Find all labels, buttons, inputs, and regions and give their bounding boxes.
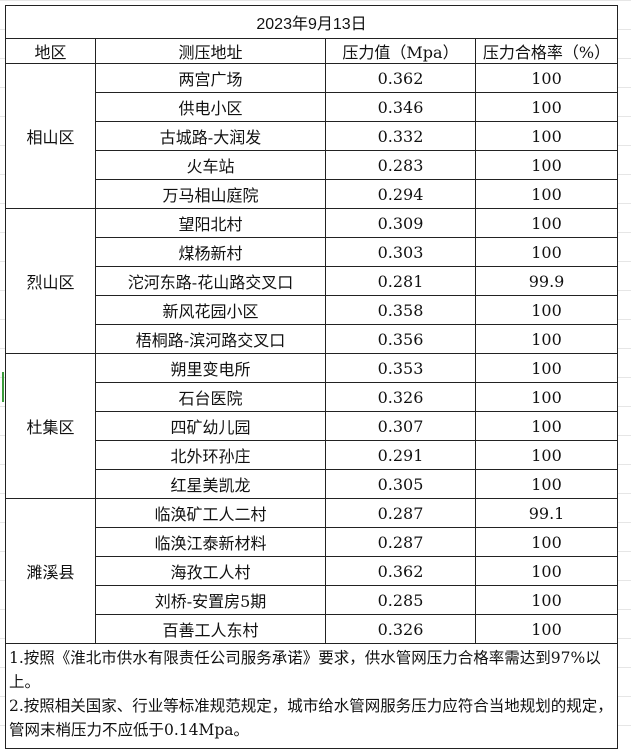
rate-cell: 100 [474, 179, 619, 209]
rate-cell: 100 [474, 150, 619, 180]
address-cell: 海孜工人村 [95, 556, 326, 586]
rate-cell: 100 [474, 440, 619, 470]
table-row: 相山区 两宫广场 0.362 100 [5, 63, 619, 209]
table-row: 百善工人东村 0.326 100 [6, 614, 619, 644]
header-rate: 压力合格率（%） [474, 38, 619, 64]
pressure-cell: 0.332 [325, 121, 476, 151]
address-cell: 北外环孙庄 [95, 440, 326, 470]
pressure-cell: 0.358 [325, 295, 476, 325]
rate-cell: 100 [474, 92, 619, 122]
table-row: 海孜工人村 0.362 100 [6, 556, 619, 586]
rate-cell: 100 [474, 237, 619, 267]
address-cell: 沱河东路-花山路交叉口 [95, 266, 326, 296]
pressure-table: 2023年9月13日 地区 测压地址 压力值（Mpa） 压力合格率（%） 相山区… [4, 5, 619, 749]
notes-cell: 1.按照《淮北市供水有限责任公司服务承诺》要求，供水管网压力合格率需达到97%以… [4, 643, 619, 749]
address-cell: 煤杨新村 [95, 237, 326, 267]
rate-cell: 100 [474, 324, 619, 354]
rate-cell: 100 [474, 614, 619, 644]
pressure-cell: 0.287 [325, 498, 476, 528]
pressure-cell: 0.287 [325, 527, 476, 557]
rate-cell: 100 [474, 469, 619, 499]
pressure-cell: 0.283 [325, 150, 476, 180]
rate-cell: 100 [474, 121, 619, 151]
table-row: 刘桥-安置房5期 0.285 100 [6, 585, 619, 615]
address-cell: 供电小区 [95, 92, 326, 122]
pressure-cell: 0.326 [325, 382, 476, 412]
pressure-cell: 0.353 [325, 353, 476, 383]
district-cell: 烈山区 [5, 208, 96, 354]
district-cell: 杜集区 [5, 353, 96, 499]
table-row: 红星美凯龙 0.305 100 [6, 469, 619, 499]
table-title: 2023年9月13日 [4, 5, 619, 39]
address-cell: 新风花园小区 [95, 295, 326, 325]
pressure-cell: 0.307 [325, 411, 476, 441]
pressure-cell: 0.305 [325, 469, 476, 499]
table-row: 古城路-大润发 0.332 100 [6, 121, 619, 151]
table-row: 石台医院 0.326 100 [6, 382, 619, 412]
table-row: 梧桐路-滨河路交叉口 0.356 100 [6, 324, 619, 354]
pressure-cell: 0.294 [325, 179, 476, 209]
rate-cell: 100 [474, 585, 619, 615]
pressure-cell: 0.285 [325, 585, 476, 615]
address-cell: 临涣矿工人二村 [95, 498, 326, 528]
address-cell: 石台医院 [95, 382, 326, 412]
rate-cell: 100 [474, 527, 619, 557]
pressure-cell: 0.362 [325, 556, 476, 586]
table-row: 四矿幼儿园 0.307 100 [6, 411, 619, 441]
address-cell: 两宫广场 [95, 63, 326, 93]
rate-cell: 100 [474, 353, 619, 383]
address-cell: 万马相山庭院 [95, 179, 326, 209]
address-cell: 刘桥-安置房5期 [95, 585, 326, 615]
pressure-cell: 0.303 [325, 237, 476, 267]
note: 1.按照《淮北市供水有限责任公司服务承诺》要求，供水管网压力合格率需达到97%以… [9, 649, 601, 691]
address-cell: 火车站 [95, 150, 326, 180]
header-district: 地区 [5, 38, 96, 64]
pressure-cell: 0.346 [325, 92, 476, 122]
rate-cell: 100 [474, 63, 619, 93]
pressure-cell: 0.362 [325, 63, 476, 93]
rate-cell: 99.1 [474, 498, 619, 528]
table-row: 濉溪县 临涣矿工人二村 0.287 99.1 [5, 498, 619, 644]
pressure-cell: 0.356 [325, 324, 476, 354]
table-row: 杜集区 朔里变电所 0.353 100 [5, 353, 619, 499]
table-row: 煤杨新村 0.303 100 [6, 237, 619, 267]
district-cell: 相山区 [5, 63, 96, 209]
address-cell: 朔里变电所 [95, 353, 326, 383]
address-cell: 四矿幼儿园 [95, 411, 326, 441]
header-pressure: 压力值（Mpa） [325, 38, 476, 64]
table-row: 供电小区 0.346 100 [6, 92, 619, 122]
selection-marker [2, 372, 4, 402]
rate-cell: 100 [474, 411, 619, 441]
table-row: 万马相山庭院 0.294 100 [6, 179, 619, 209]
rate-cell: 100 [474, 382, 619, 412]
address-cell: 望阳北村 [95, 208, 326, 238]
table-row: 北外环孙庄 0.291 100 [6, 440, 619, 470]
rate-cell: 100 [474, 208, 619, 238]
rate-cell: 100 [474, 556, 619, 586]
note: 2.按照相关国家、行业等标准规范规定，城市给水管网服务压力应符合当地规划的规定，… [9, 697, 613, 739]
pressure-cell: 0.281 [325, 266, 476, 296]
table-row: 临涣江泰新材料 0.287 100 [6, 527, 619, 557]
address-cell: 梧桐路-滨河路交叉口 [95, 324, 326, 354]
header-address: 测压地址 [95, 38, 326, 64]
rate-cell: 100 [474, 295, 619, 325]
table-row: 新风花园小区 0.358 100 [6, 295, 619, 325]
address-cell: 临涣江泰新材料 [95, 527, 326, 557]
table-row: 火车站 0.283 100 [6, 150, 619, 180]
pressure-cell: 0.326 [325, 614, 476, 644]
pressure-cell: 0.309 [325, 208, 476, 238]
district-cell: 濉溪县 [5, 498, 96, 644]
address-cell: 红星美凯龙 [95, 469, 326, 499]
rate-cell: 99.9 [474, 266, 619, 296]
pressure-cell: 0.291 [325, 440, 476, 470]
address-cell: 古城路-大润发 [95, 121, 326, 151]
table-row: 烈山区 望阳北村 0.309 100 [5, 208, 619, 354]
address-cell: 百善工人东村 [95, 614, 326, 644]
table-row: 沱河东路-花山路交叉口 0.281 99.9 [6, 266, 619, 296]
